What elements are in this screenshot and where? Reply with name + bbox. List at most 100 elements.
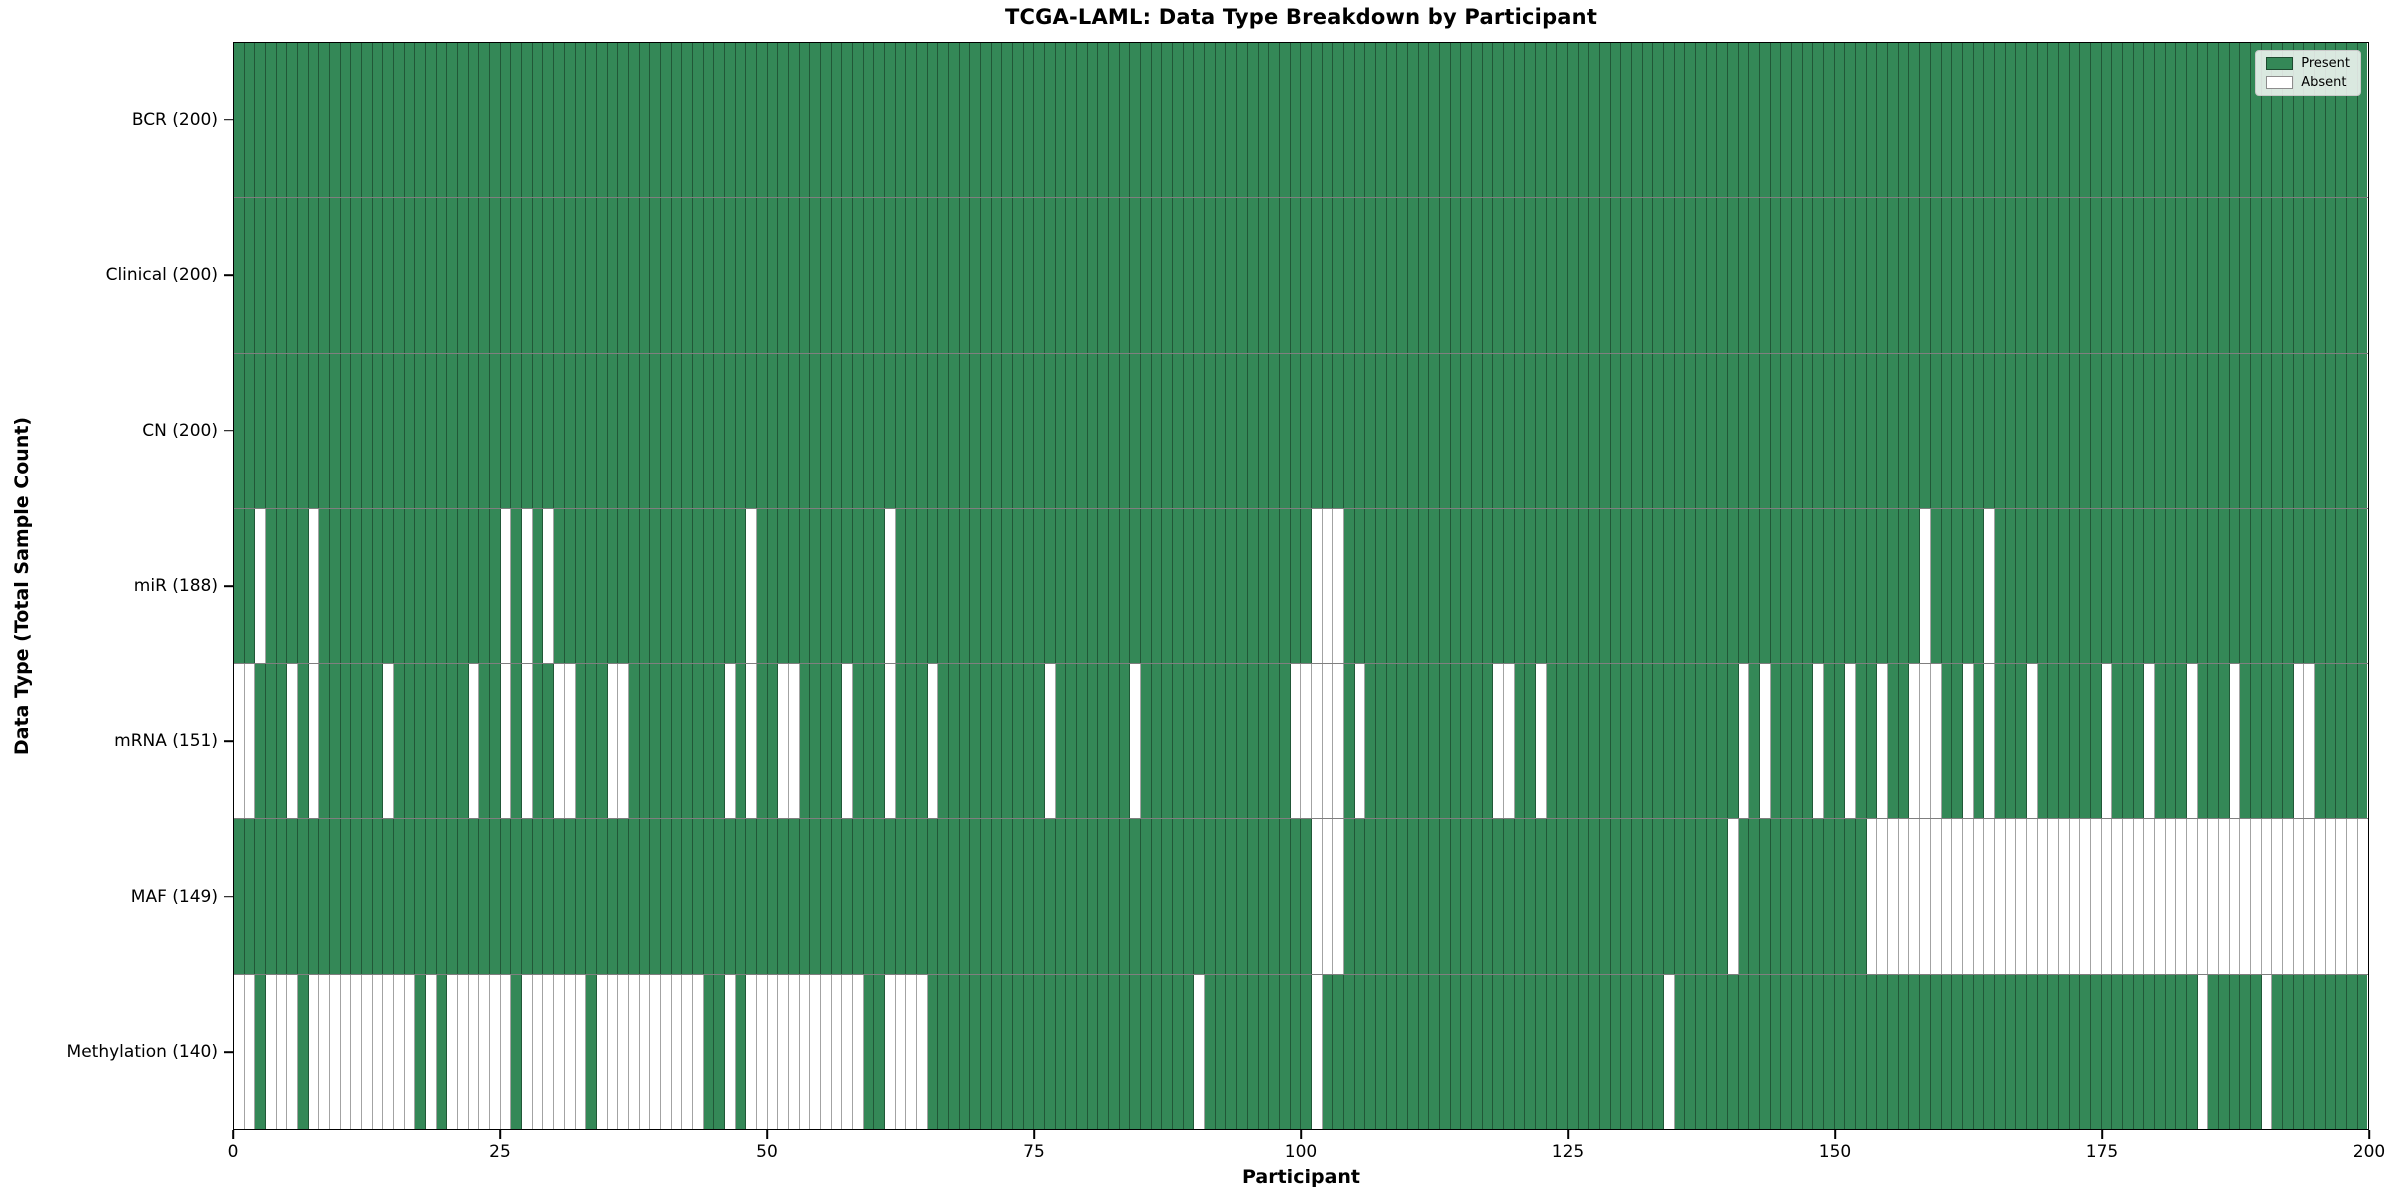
- cell-present: [1311, 198, 1323, 353]
- cell-present: [394, 819, 405, 974]
- cell-present: [756, 198, 768, 353]
- cell-present: [949, 664, 960, 819]
- cell-present: [1781, 974, 1793, 1129]
- cell-present: [511, 508, 523, 664]
- cell-present: [895, 43, 907, 198]
- cell-present: [1877, 974, 1889, 1129]
- cell-present: [1013, 43, 1024, 198]
- cell-absent: [266, 974, 277, 1129]
- cell-present: [1258, 43, 1270, 198]
- cell-present: [1984, 974, 1995, 1129]
- cell-present: [2176, 664, 2187, 819]
- cell-present: [1013, 974, 1024, 1129]
- cell-present: [1247, 664, 1259, 819]
- cell-present: [2240, 43, 2251, 198]
- cell-present: [1151, 508, 1163, 664]
- cell-present: [1952, 43, 1963, 198]
- cell-present: [1567, 43, 1579, 198]
- cell-present: [1493, 819, 1504, 974]
- cell-present: [1066, 664, 1078, 819]
- cell-present: [884, 43, 896, 198]
- cell-present: [2261, 198, 2273, 353]
- cell-present: [1781, 198, 1793, 353]
- cell-present: [1066, 43, 1078, 198]
- cell-present: [724, 43, 736, 198]
- cell-present: [244, 198, 256, 353]
- cell-present: [938, 664, 950, 819]
- cell-present: [714, 198, 725, 353]
- cell-present: [2144, 43, 2155, 198]
- cell-present: [532, 198, 544, 353]
- cell-present: [1706, 974, 1718, 1129]
- cell-present: [266, 353, 277, 508]
- cell-present: [1589, 198, 1600, 353]
- cell-present: [682, 508, 693, 664]
- cell-present: [1994, 508, 2006, 664]
- cell-absent: [490, 974, 501, 1129]
- cell-present: [308, 819, 320, 974]
- plot-area: Present Absent: [233, 42, 2369, 1130]
- cell-present: [2218, 508, 2230, 664]
- cell-present: [1461, 198, 1472, 353]
- cell-present: [1845, 353, 1857, 508]
- cell-present: [1535, 508, 1547, 664]
- cell-present: [1760, 43, 1771, 198]
- cell-present: [884, 198, 896, 353]
- x-tick-label: 50: [756, 1142, 778, 1162]
- cell-present: [650, 819, 661, 974]
- x-tick-mark: [2101, 1130, 2103, 1139]
- cell-present: [810, 353, 821, 508]
- cell-present: [308, 43, 320, 198]
- cell-present: [863, 198, 875, 353]
- x-tick-mark: [1300, 1130, 1302, 1139]
- cell-present: [1792, 664, 1803, 819]
- cell-present: [383, 353, 395, 508]
- y-tick-label-mRNA: mRNA (151): [114, 731, 218, 752]
- cell-present: [1610, 508, 1622, 664]
- cell-present: [2357, 198, 2368, 353]
- cell-present: [618, 353, 629, 508]
- cell-present: [1664, 664, 1675, 819]
- cell-absent: [767, 974, 779, 1129]
- cell-present: [1279, 974, 1291, 1129]
- cell-present: [1792, 974, 1803, 1129]
- cell-present: [2304, 353, 2316, 508]
- cell-present: [2112, 508, 2123, 664]
- cell-present: [1002, 819, 1014, 974]
- cell-present: [2133, 198, 2145, 353]
- cell-absent: [2250, 819, 2262, 974]
- cell-absent: [554, 974, 565, 1129]
- cell-present: [970, 819, 982, 974]
- cell-present: [703, 43, 715, 198]
- cell-present: [2197, 353, 2209, 508]
- cell-present: [1034, 353, 1046, 508]
- cell-present: [959, 43, 971, 198]
- cell-present: [2165, 353, 2177, 508]
- cell-present: [586, 353, 597, 508]
- cell-present: [1770, 819, 1782, 974]
- cell-present: [1002, 43, 1014, 198]
- cell-present: [1653, 974, 1665, 1129]
- cell-present: [895, 664, 907, 819]
- cell-present: [970, 43, 982, 198]
- cell-present: [863, 43, 875, 198]
- cell-present: [831, 198, 843, 353]
- cell-present: [1941, 664, 1953, 819]
- cell-present: [2058, 353, 2070, 508]
- cell-present: [714, 508, 725, 664]
- cell-present: [703, 819, 715, 974]
- cell-present: [1418, 664, 1430, 819]
- cell-present: [970, 974, 982, 1129]
- cell-present: [1343, 664, 1355, 819]
- cell-present: [2197, 664, 2209, 819]
- heatmap-row-CN: [234, 353, 2368, 509]
- cell-present: [351, 43, 363, 198]
- cell-present: [522, 198, 533, 353]
- cell-present: [426, 353, 437, 508]
- cell-present: [2048, 508, 2059, 664]
- cell-present: [2101, 974, 2113, 1129]
- cell-present: [1706, 508, 1718, 664]
- cell-present: [1760, 974, 1771, 1129]
- cell-present: [255, 43, 267, 198]
- cell-present: [2133, 43, 2145, 198]
